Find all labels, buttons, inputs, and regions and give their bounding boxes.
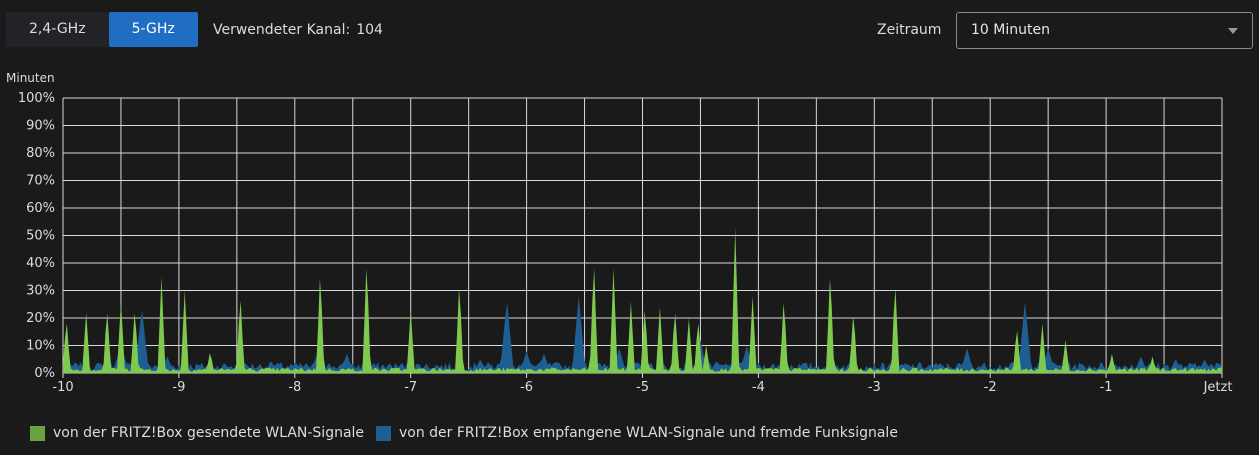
legend-item-received: von der FRITZ!Box empfangene WLAN-Signal… [376, 425, 898, 441]
x-tick-label: -7 [404, 380, 417, 395]
zeitraum-select[interactable]: 10 Minuten [956, 12, 1253, 49]
wlan-usage-chart: Minuten 0% 10% 20% 30% 40% 50% 60% 70% 80% 90% 100… [6, 71, 1232, 395]
band-tabs: 2,4-GHz 5-GHz [6, 12, 198, 47]
y-axis-label: Minuten [6, 71, 55, 85]
x-tick-label: -9 [172, 380, 185, 395]
channel-info: Verwendeter Kanal: 104 [213, 22, 383, 38]
y-tick-label: 70% [26, 174, 55, 189]
x-tick-label: -1 [1100, 380, 1113, 395]
legend-item-sent: von der FRITZ!Box gesendete WLAN-Signale [30, 425, 364, 441]
y-tick-label: 50% [26, 229, 55, 244]
chart-areas [63, 227, 1222, 373]
channel-label: Verwendeter Kanal: [213, 22, 351, 38]
y-tick-label: 40% [26, 256, 55, 271]
legend-label-received: von der FRITZ!Box empfangene WLAN-Signal… [399, 425, 898, 441]
x-tick-label: -3 [868, 380, 881, 395]
y-tick-label: 10% [26, 339, 55, 354]
chevron-down-icon [1228, 28, 1238, 34]
x-tick-label: -4 [752, 380, 765, 395]
x-tick-label: -6 [520, 380, 533, 395]
x-tick-label: -10 [52, 380, 73, 395]
legend-swatch-sent [30, 425, 45, 441]
y-tick-label: 20% [26, 311, 55, 326]
y-tick-label: 80% [26, 146, 55, 161]
legend-label-sent: von der FRITZ!Box gesendete WLAN-Signale [53, 425, 365, 441]
x-tick-label: -8 [288, 380, 301, 395]
y-tick-labels: 0% 10% 20% 30% 40% 50% 60% 70% 80% 90% 100% [18, 91, 55, 381]
chart-grid [62, 97, 1223, 378]
y-tick-label: 100% [18, 91, 55, 106]
y-tick-label: 30% [26, 284, 55, 299]
x-tick-labels: -10 -9 -8 -7 -6 -5 -4 -3 -2 -1 Jetzt [52, 380, 1232, 395]
tab-5-ghz[interactable]: 5-GHz [108, 12, 198, 47]
y-tick-label: 90% [26, 119, 55, 134]
x-tick-label: -2 [984, 380, 997, 395]
legend-swatch-received [376, 425, 391, 441]
x-tick-label: -5 [636, 380, 649, 395]
zeitraum-label: Zeitraum [877, 22, 942, 38]
channel-value: 104 [356, 22, 383, 38]
tab-2-4-ghz[interactable]: 2,4-GHz [6, 12, 109, 47]
series-area-sent [63, 227, 1222, 373]
y-tick-label: 60% [26, 201, 55, 216]
y-tick-label: 0% [34, 366, 55, 381]
x-tick-label: Jetzt [1203, 380, 1233, 395]
zeitraum-selected-value: 10 Minuten [971, 22, 1050, 38]
